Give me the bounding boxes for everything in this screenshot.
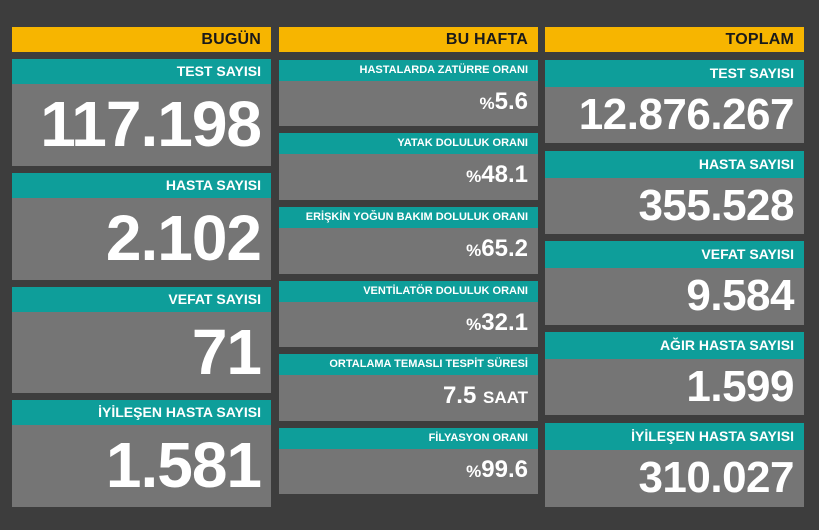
total-header: TOPLAM [545, 27, 804, 52]
week-contact-card: ORTALAMA TEMASLI TESPİT SÜRESİ 7.5 SAAT [279, 354, 538, 421]
total-recovered-label: İYİLEŞEN HASTA SAYISI [545, 423, 804, 450]
total-recovered-card: İYİLEŞEN HASTA SAYISI 310.027 [545, 423, 804, 507]
week-bed-value: %48.1 [279, 154, 538, 198]
week-filiation-label: FİLYASYON ORANI [279, 428, 538, 449]
week-filiation-number: 99.6 [481, 456, 528, 483]
today-test-card: TEST SAYISI 117.198 [12, 59, 271, 166]
total-recovered-value: 310.027 [638, 453, 794, 502]
total-deaths-value: 9.584 [686, 271, 794, 320]
week-pneumonia-value: %5.6 [279, 81, 538, 125]
week-icu-number: 65.2 [481, 235, 528, 262]
week-bed-number: 48.1 [481, 161, 528, 188]
week-icu-card: ERİŞKİN YOĞUN BAKIM DOLULUK ORANI %65.2 [279, 207, 538, 274]
today-deaths-label: VEFAT SAYISI [12, 287, 271, 312]
week-filiation-value: %99.6 [279, 449, 538, 493]
today-recovered-label: İYİLEŞEN HASTA SAYISI [12, 400, 271, 425]
total-test-label: TEST SAYISI [545, 60, 804, 87]
today-test-label: TEST SAYISI [12, 59, 271, 84]
week-bed-card: YATAK DOLULUK ORANI %48.1 [279, 133, 538, 200]
week-bed-label: YATAK DOLULUK ORANI [279, 133, 538, 154]
week-contact-number: 7.5 [442, 382, 477, 409]
total-severe-card: AĞIR HASTA SAYISI 1.599 [545, 332, 804, 415]
total-cases-card: HASTA SAYISI 355.528 [545, 151, 804, 234]
today-recovered-value: 1.581 [105, 429, 262, 501]
today-deaths-card: VEFAT SAYISI 71 [12, 287, 271, 393]
percent-sign: % [466, 241, 482, 260]
week-contact-label: ORTALAMA TEMASLI TESPİT SÜRESİ [279, 354, 538, 375]
today-cases-label: HASTA SAYISI [12, 173, 271, 198]
total-deaths-label: VEFAT SAYISI [545, 241, 804, 268]
total-deaths-card: VEFAT SAYISI 9.584 [545, 241, 804, 325]
total-column: TOPLAM TEST SAYISI 12.876.267 HASTA SAYI… [545, 27, 804, 507]
week-pneumonia-card: HASTALARDA ZATÜRRE ORANI %5.6 [279, 60, 538, 126]
today-recovered-card: İYİLEŞEN HASTA SAYISI 1.581 [12, 400, 271, 507]
week-icu-value: %65.2 [279, 228, 538, 272]
total-test-card: TEST SAYISI 12.876.267 [545, 60, 804, 143]
total-cases-label: HASTA SAYISI [545, 151, 804, 178]
week-ventilator-label: VENTİLATÖR DOLULUK ORANI [279, 281, 538, 302]
today-column: BUGÜN TEST SAYISI 117.198 HASTA SAYISI 2… [12, 27, 271, 507]
total-severe-value: 1.599 [686, 362, 794, 411]
week-ventilator-value: %32.1 [279, 302, 538, 346]
week-pneumonia-label: HASTALARDA ZATÜRRE ORANI [279, 60, 538, 81]
percent-sign: % [479, 94, 495, 113]
today-test-value: 117.198 [40, 88, 262, 160]
total-severe-label: AĞIR HASTA SAYISI [545, 332, 804, 359]
week-filiation-card: FİLYASYON ORANI %99.6 [279, 428, 538, 494]
week-header: BU HAFTA [279, 27, 538, 52]
week-column: BU HAFTA HASTALARDA ZATÜRRE ORANI %5.6 Y… [279, 27, 538, 494]
today-header: BUGÜN [12, 27, 271, 52]
today-deaths-value: 71 [191, 316, 262, 388]
week-contact-value: 7.5 SAAT [279, 375, 538, 419]
total-test-value: 12.876.267 [578, 90, 795, 139]
week-contact-unit: SAAT [482, 388, 528, 407]
percent-sign: % [466, 462, 482, 481]
week-ventilator-card: VENTİLATÖR DOLULUK ORANI %32.1 [279, 281, 538, 347]
total-cases-value: 355.528 [638, 181, 794, 230]
week-icu-label: ERİŞKİN YOĞUN BAKIM DOLULUK ORANI [279, 207, 538, 228]
week-pneumonia-number: 5.6 [494, 88, 528, 115]
percent-sign: % [466, 315, 482, 334]
percent-sign: % [466, 167, 482, 186]
week-ventilator-number: 32.1 [481, 309, 528, 336]
today-cases-card: HASTA SAYISI 2.102 [12, 173, 271, 280]
today-cases-value: 2.102 [105, 202, 262, 274]
